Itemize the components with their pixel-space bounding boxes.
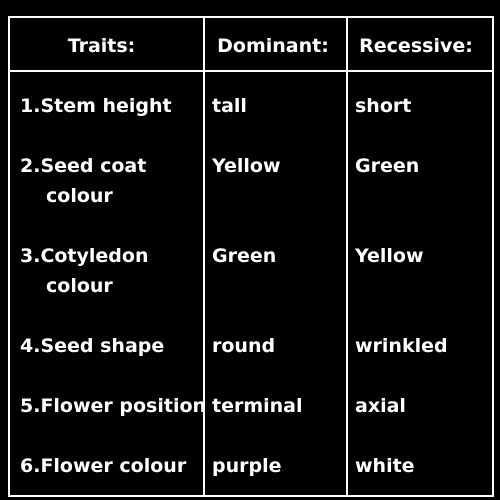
row-4-dominant: round [212,335,276,357]
row-4-recessive: wrinkled [355,335,448,357]
header-dominant: Dominant: [217,35,329,57]
row-1-dominant: tall [212,95,247,117]
row-6-dominant: purple [212,455,282,477]
row-2-trait-cont: colour [46,185,113,207]
header-recessive: Recessive: [359,35,473,57]
row-1-trait: 1.Stem height [20,95,172,117]
row-1-recessive: short [355,95,412,117]
column-divider-1 [203,18,205,495]
header-divider [10,70,492,72]
column-divider-2 [346,18,348,495]
row-2-dominant: Yellow [212,155,281,177]
row-5-recessive: axial [355,395,406,417]
header-traits: Traits: [67,35,136,57]
row-6-trait: 6.Flower colour [20,455,187,477]
row-5-trait: 5.Flower position [20,395,207,417]
traits-table [8,16,494,497]
row-2-recessive: Green [355,155,420,177]
row-3-trait-cont: colour [46,275,113,297]
row-4-trait: 4.Seed shape [20,335,165,357]
row-6-recessive: white [355,455,415,477]
row-3-trait: 3.Cotyledon [20,245,149,267]
row-5-dominant: terminal [212,395,303,417]
row-3-dominant: Green [212,245,277,267]
row-2-trait: 2.Seed coat [20,155,147,177]
row-3-recessive: Yellow [355,245,424,267]
